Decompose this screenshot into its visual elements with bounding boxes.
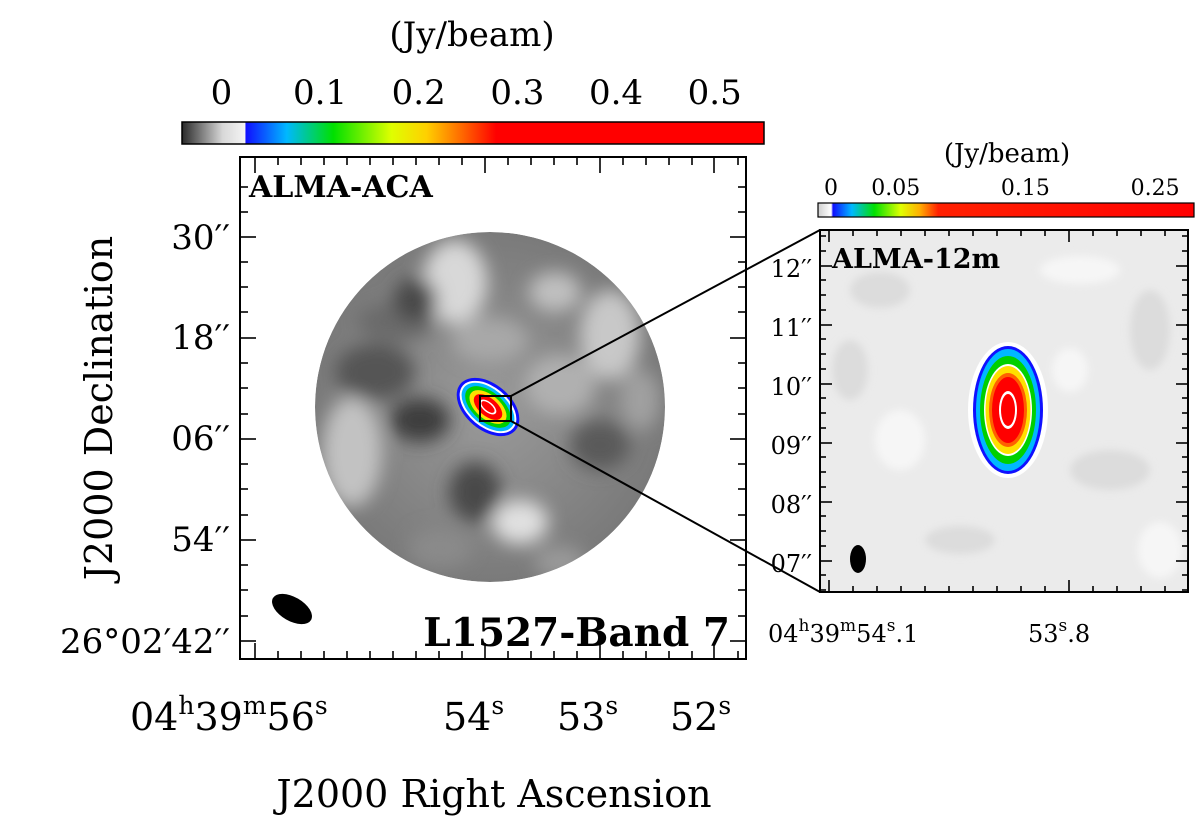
right-colorbar-tick-labels: 0 0.05 0.15 0.25 xyxy=(824,176,1180,201)
left-x-tick-label: 54s xyxy=(443,691,504,739)
zoom-box xyxy=(479,395,512,422)
left-x-axis-label: J2000 Right Ascension xyxy=(272,772,711,816)
left-colorbar-tick-label: 0.3 xyxy=(490,73,544,113)
right-beam-ellipse xyxy=(850,545,866,573)
right-y-tick-label: 11′′ xyxy=(771,314,812,342)
left-map-panel: ALMA-ACA L1527-Band 7 xyxy=(239,156,747,660)
right-corner-label: ALMA-12m xyxy=(831,244,1000,275)
left-x-tick-label: 52s xyxy=(670,691,731,739)
left-y-tick-label: 26°02′42′′ xyxy=(60,622,230,662)
left-colorbar-tick-labels: 0 0.1 0.2 0.3 0.4 0.5 xyxy=(211,73,742,113)
left-colorbar-tick-label: 0.4 xyxy=(589,73,643,113)
left-y-tick-labels: 30′′ 18′′ 06′′ 54′′ 26°02′42′′ xyxy=(60,218,230,662)
left-corner-label: ALMA-ACA xyxy=(248,170,433,205)
right-map-panel: ALMA-12m xyxy=(819,229,1189,593)
left-x-tick-label: 53s xyxy=(557,691,618,739)
right-colorbar-tick-label: 0.15 xyxy=(1001,176,1050,201)
left-colorbar-tick-label: 0.2 xyxy=(392,73,446,113)
left-colorbar-bar xyxy=(181,121,765,145)
left-beam-ellipse xyxy=(272,593,312,625)
left-y-axis-label: J2000 Declination xyxy=(77,236,121,584)
left-colorbar-tick-label: 0.1 xyxy=(293,73,347,113)
left-x-tick-label: 04h39m56s xyxy=(130,691,328,739)
right-colorbar-tick-label: 0.05 xyxy=(871,176,920,201)
right-colorbar: (Jy/beam) 0 0.05 0.15 0.25 xyxy=(817,139,1195,218)
zoom-connector-line xyxy=(510,229,821,397)
zoom-connector-line xyxy=(510,420,821,593)
left-source-label: L1527-Band 7 xyxy=(423,610,730,656)
left-source-emission xyxy=(456,377,520,437)
right-y-tick-label: 12′′ xyxy=(771,255,812,283)
right-axis-ticks xyxy=(820,230,1188,592)
right-y-tick-label: 08′′ xyxy=(771,491,812,519)
right-colorbar-tick-label: 0.25 xyxy=(1131,176,1180,201)
left-x-tick-labels: 04h39m56s 54s 53s 52s xyxy=(130,691,731,739)
left-colorbar-unit: (Jy/beam) xyxy=(389,15,554,55)
right-colorbar-bar xyxy=(817,202,1195,218)
right-source-emission xyxy=(973,346,1043,474)
right-y-tick-labels: 12′′ 11′′ 10′′ 09′′ 08′′ 07′′ xyxy=(771,255,812,578)
left-y-tick-label: 30′′ xyxy=(171,218,230,258)
right-y-tick-label: 07′′ xyxy=(771,550,812,578)
left-colorbar-tick-label: 0.5 xyxy=(688,73,742,113)
right-x-tick-labels: 04h39m54s.1 53s.8 xyxy=(768,616,1090,648)
left-y-tick-label: 54′′ xyxy=(171,520,230,560)
left-y-tick-label: 18′′ xyxy=(171,318,230,358)
left-colorbar: (Jy/beam) 0 0.1 0.2 0.3 0.4 0.5 xyxy=(181,15,765,145)
left-colorbar-tick-label: 0 xyxy=(211,73,233,113)
right-colorbar-tick-label: 0 xyxy=(824,176,838,201)
right-y-tick-label: 09′′ xyxy=(771,432,812,460)
right-colorbar-unit: (Jy/beam) xyxy=(944,139,1070,169)
left-axis-ticks xyxy=(240,157,746,659)
left-y-tick-label: 06′′ xyxy=(171,419,230,459)
right-x-tick-label: 53s.8 xyxy=(1028,616,1090,648)
right-x-tick-label: 04h39m54s.1 xyxy=(768,616,918,648)
right-y-tick-label: 10′′ xyxy=(771,373,812,401)
